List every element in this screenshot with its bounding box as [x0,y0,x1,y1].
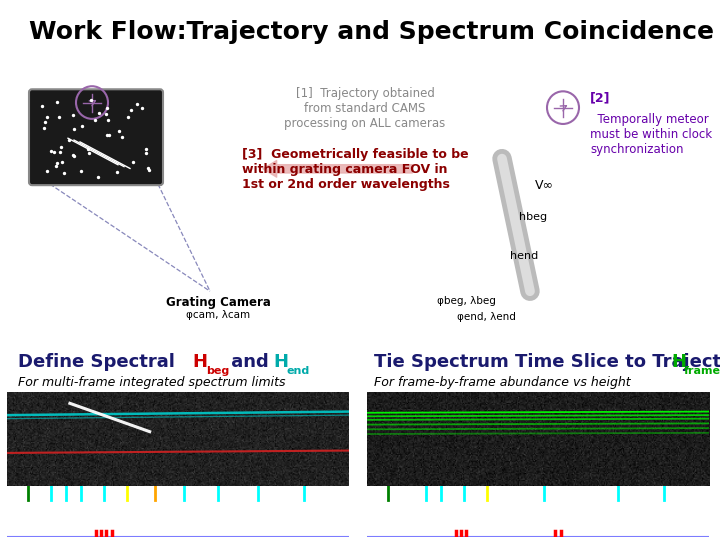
Point [48,147,60,156]
Text: frame: frame [684,366,720,376]
Text: φcam, λcam: φcam, λcam [186,309,250,320]
FancyArrowPatch shape [263,160,413,177]
Point [85,96,96,105]
Text: H: H [193,353,207,371]
FancyBboxPatch shape [29,89,163,185]
Text: Define Spectral: Define Spectral [18,353,181,371]
Point [111,168,122,177]
Point [55,143,66,151]
Text: hbeg: hbeg [519,212,547,222]
Text: H: H [671,353,686,371]
Point [116,132,127,141]
Text: end: end [287,366,310,376]
Point [103,131,114,139]
Text: For frame-by-frame abundance vs height: For frame-by-frame abundance vs height [374,376,631,389]
Point [55,147,66,156]
Point [52,158,63,167]
Point [125,106,136,114]
Point [84,148,95,157]
Point [93,109,104,117]
Point [45,147,57,156]
Point [90,116,102,125]
Point [102,130,113,139]
Point [131,100,143,109]
Point [40,118,51,126]
Point [143,164,154,172]
Point [68,124,80,133]
Text: hend: hend [510,251,539,261]
Point [76,167,87,176]
Point [42,167,53,176]
Text: For multi-frame integrated spectrum limits: For multi-frame integrated spectrum limi… [18,376,286,389]
Point [102,103,113,112]
Text: V∞: V∞ [535,179,554,192]
Point [92,172,104,181]
Text: Temporally meteor
must be within clock
synchronization: Temporally meteor must be within clock s… [590,113,712,156]
Point [38,123,50,132]
Point [102,116,114,125]
Point [140,145,152,153]
Point [57,157,68,166]
Point [67,151,78,159]
Text: Tie Spectrum Time Slice to Trajectory: Tie Spectrum Time Slice to Trajectory [374,353,720,371]
Text: Trajectory and Spectrum Coincidence: Trajectory and Spectrum Coincidence [169,21,714,44]
Point [53,113,65,122]
Point [37,101,48,110]
Point [67,111,78,119]
Point [136,104,148,112]
Point [83,145,94,154]
Point [52,98,63,106]
Point [143,166,154,174]
Text: [2]: [2] [590,91,611,104]
Text: φend, λend: φend, λend [456,312,516,322]
Point [101,110,112,118]
Text: φbeg, λbeg: φbeg, λbeg [436,296,495,306]
Point [50,162,61,171]
Text: Work Flow:: Work Flow: [29,21,186,44]
Point [58,169,70,178]
Point [114,126,125,135]
Point [63,136,75,145]
Text: and: and [225,353,275,371]
Text: Grating Camera: Grating Camera [166,296,271,309]
Point [140,148,152,157]
Point [76,122,88,130]
Point [41,113,53,122]
Point [68,152,80,160]
Point [127,158,139,166]
Point [122,113,134,122]
Text: H: H [274,353,289,371]
Text: [1]  Trajectory obtained
from standard CAMS
processing on ALL cameras: [1] Trajectory obtained from standard CA… [284,87,446,130]
Text: [3]  Geometrically feasible to be
within grating camera FOV in
1st or 2nd order : [3] Geometrically feasible to be within … [242,148,469,192]
Text: beg: beg [206,366,230,376]
